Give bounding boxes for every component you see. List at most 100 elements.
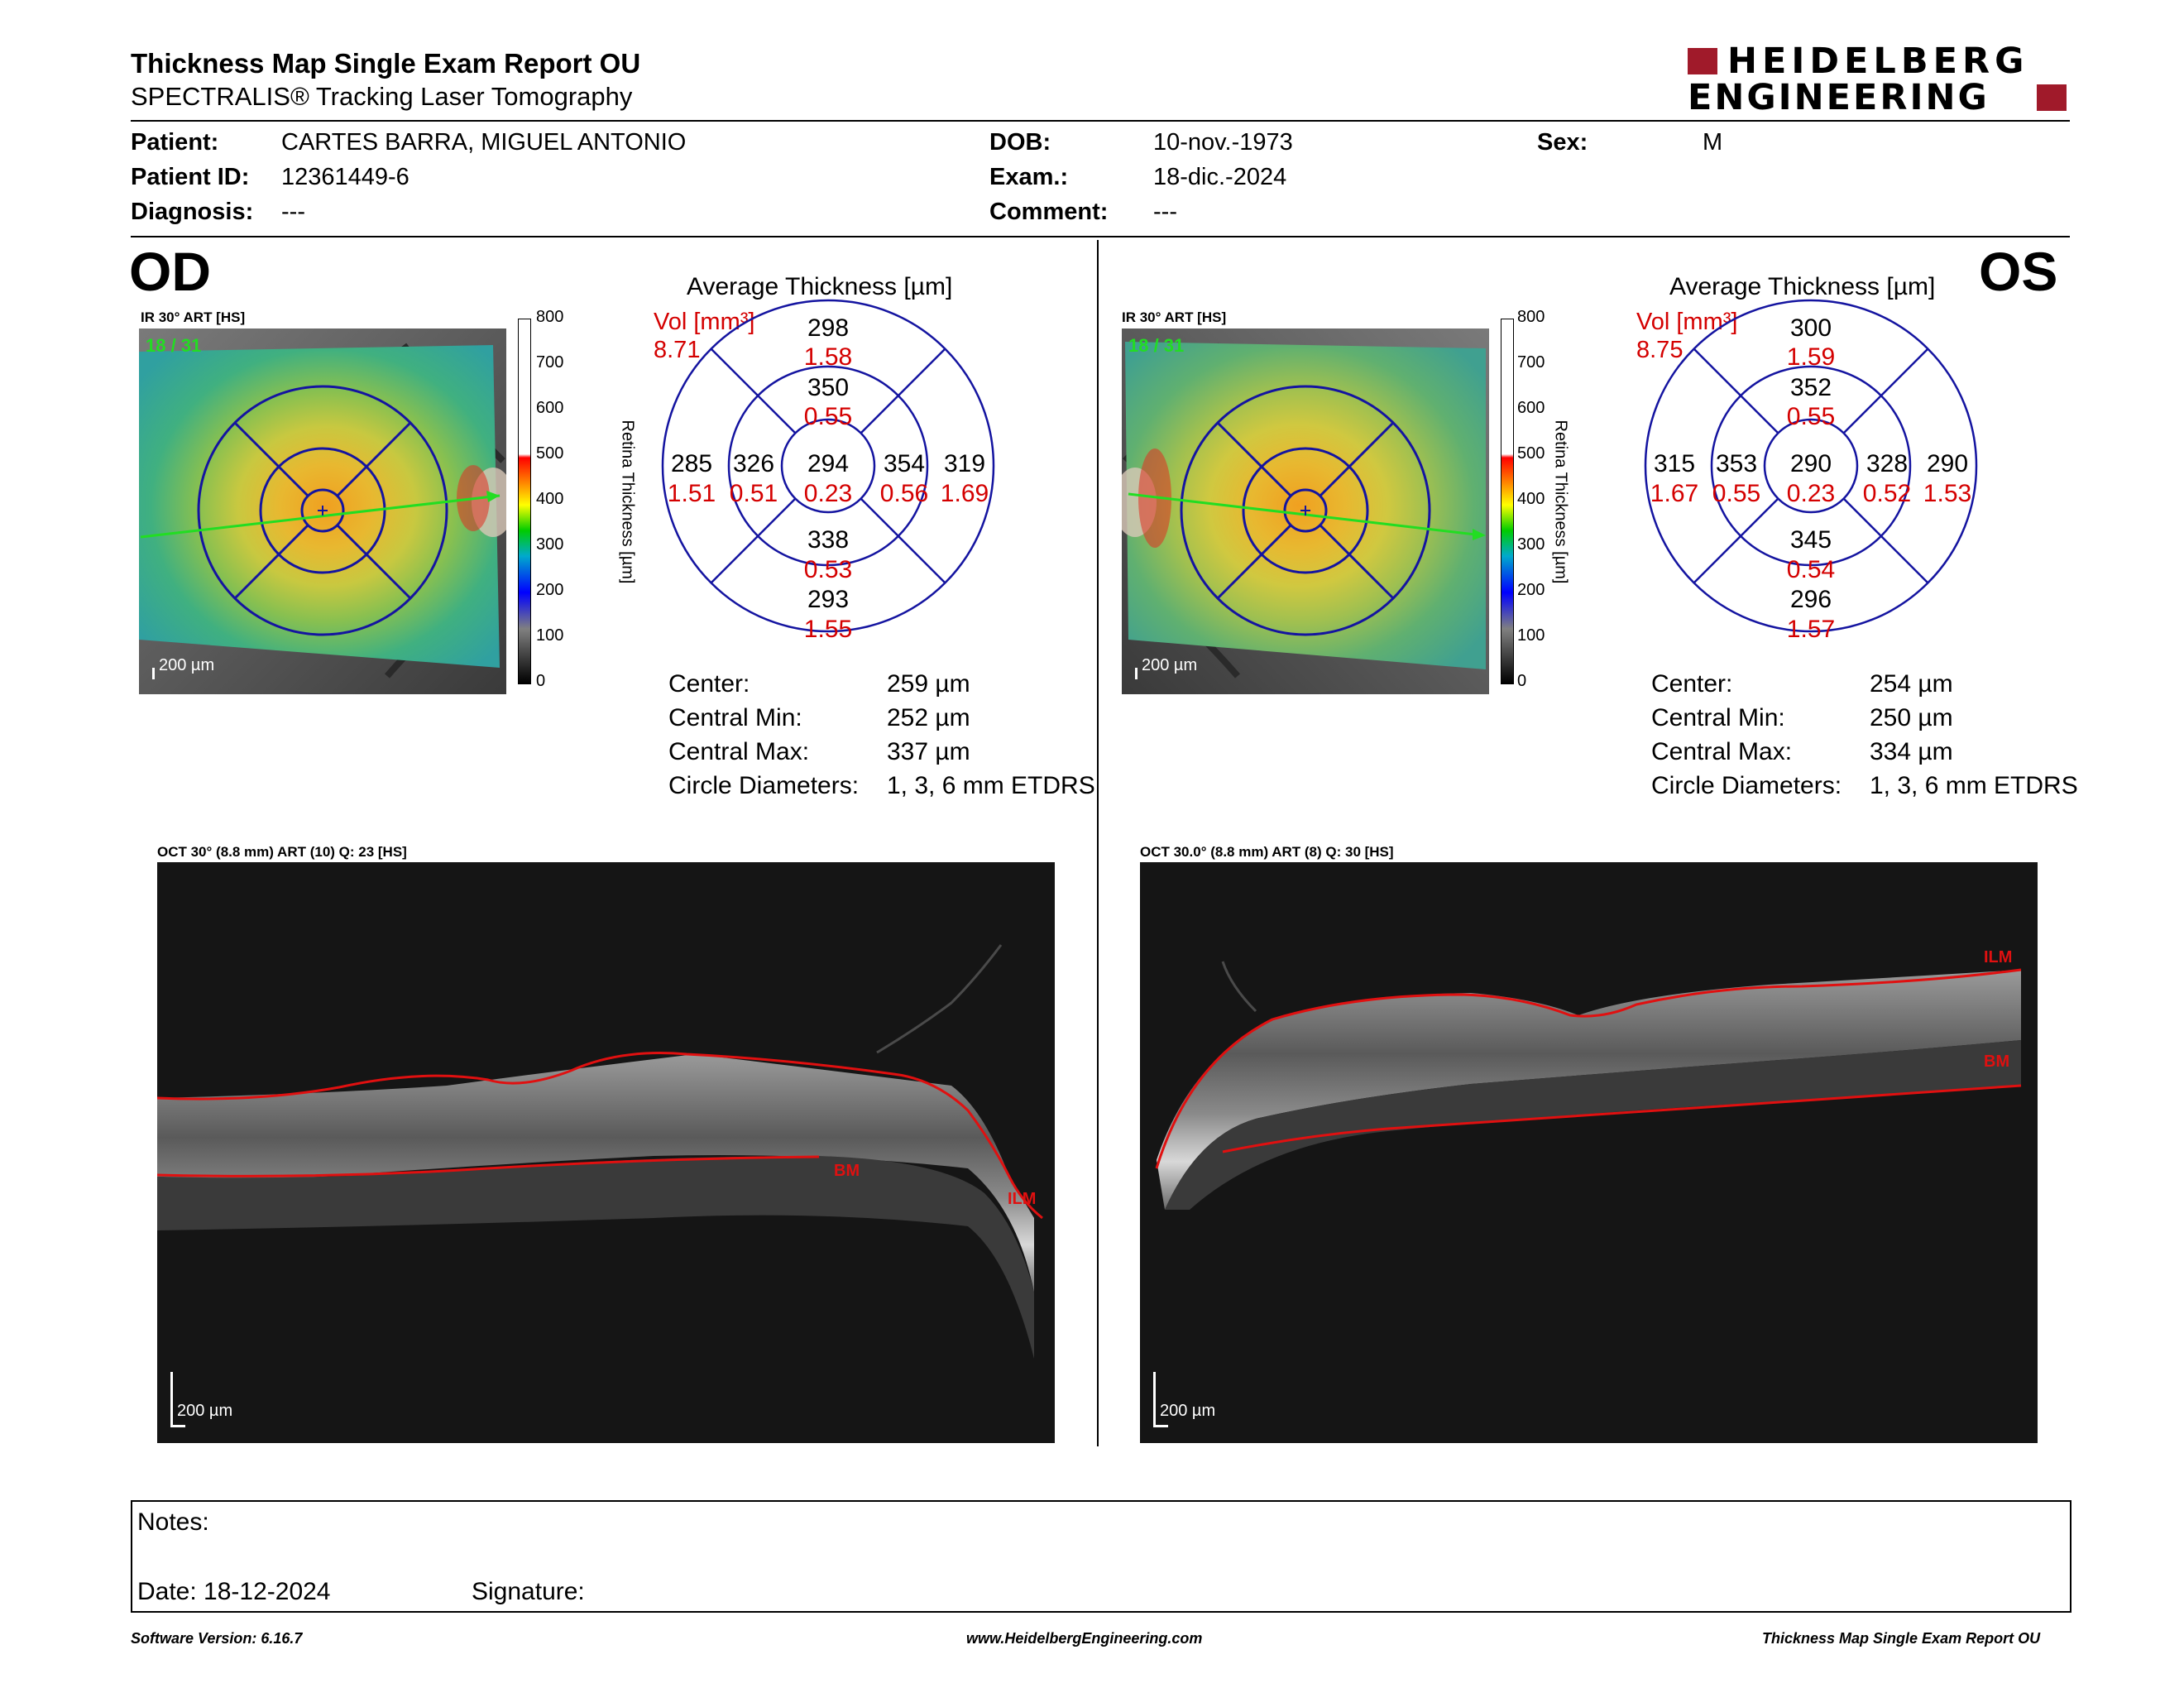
notes-box[interactable]: Notes: Date: 18-12-2024 Signature: xyxy=(131,1500,2071,1613)
od-tick: 300 xyxy=(536,535,564,554)
od-tick: 0 xyxy=(536,672,546,690)
od-colorbar-title: Retina Thickness [µm] xyxy=(618,420,637,584)
od-tick: 100 xyxy=(536,626,564,645)
od-inner-sup-thickness: 350 xyxy=(807,374,850,401)
od-inner-inf-thickness: 338 xyxy=(807,526,850,554)
od-average-title: Average Thickness [µm] xyxy=(687,273,953,300)
dob-value: 10-nov.-1973 xyxy=(1153,129,1293,156)
os-center-volume: 0.23 xyxy=(1786,480,1836,507)
os-center-value: 254 µm xyxy=(1870,670,1953,698)
os-tick: 800 xyxy=(1517,308,1545,326)
os-ir-scale: 200 µm xyxy=(1142,656,1198,674)
sex-label: Sex: xyxy=(1537,129,1588,156)
od-oct-bscan: BM ILM 200 µm xyxy=(157,862,1055,1443)
od-tick: 500 xyxy=(536,444,564,463)
os-inner-left-volume: 0.55 xyxy=(1712,480,1761,507)
os-tick: 100 xyxy=(1517,626,1545,645)
od-outer-sup-thickness: 298 xyxy=(807,314,850,342)
os-vol-label: Vol [mm³] xyxy=(1636,309,1738,335)
od-inner-right-volume: 0.56 xyxy=(879,480,929,507)
od-oct-scale-bar-icon xyxy=(170,1372,173,1427)
od-diam-label: Circle Diameters: xyxy=(668,772,860,799)
eye-divider xyxy=(1097,240,1099,1446)
os-vol-value: 8.75 xyxy=(1636,337,1684,363)
os-diam-label: Circle Diameters: xyxy=(1651,772,1842,799)
od-vol-value: 8.71 xyxy=(654,337,701,363)
os-etdrs-grid: 300 1.59 352 0.55 290 0.23 345 0.54 296 … xyxy=(1643,298,1979,643)
os-ir-label: IR 30° ART [HS] xyxy=(1122,309,1227,325)
od-ir-overlay: 18 / 31 xyxy=(146,335,202,356)
od-oct-label: OCT 30° (8.8 mm) ART (10) Q: 23 [HS] xyxy=(157,844,407,860)
od-outer-inf-thickness: 293 xyxy=(807,586,850,613)
os-oct-scale-bar-base-icon xyxy=(1153,1425,1168,1427)
diagnosis-label: Diagnosis: xyxy=(131,199,254,225)
heidelberg-logo: HEIDELBERG ENGINEERING xyxy=(1688,43,2068,117)
od-max-value: 337 µm xyxy=(887,738,970,765)
od-tick: 400 xyxy=(536,490,564,508)
od-oct-scale-bar-base-icon xyxy=(170,1425,185,1427)
od-outer-right-volume: 1.69 xyxy=(940,480,989,507)
os-max-value: 334 µm xyxy=(1870,738,1953,765)
patient-divider xyxy=(131,236,2070,237)
od-ir-label: IR 30° ART [HS] xyxy=(141,309,246,325)
od-tick: 800 xyxy=(536,308,564,326)
os-colorbar-title: Retina Thickness [µm] xyxy=(1551,420,1570,584)
od-outer-inf-volume: 1.55 xyxy=(803,616,853,643)
report-subtitle: SPECTRALIS® Tracking Laser Tomography xyxy=(131,82,633,111)
od-colorbar xyxy=(518,319,531,684)
os-inner-right-volume: 0.52 xyxy=(1862,480,1912,507)
notes-date: Date: 18-12-2024 xyxy=(137,1578,331,1605)
os-inner-right-thickness: 328 xyxy=(1866,450,1909,477)
od-inner-right-thickness: 354 xyxy=(883,450,926,477)
od-inner-left-volume: 0.51 xyxy=(729,480,778,507)
footer-website[interactable]: www.HeidelbergEngineering.com xyxy=(966,1630,1203,1647)
notes-label: Notes: xyxy=(137,1508,209,1536)
os-oct-label: OCT 30.0° (8.8 mm) ART (8) Q: 30 [HS] xyxy=(1140,844,1394,860)
od-min-value: 252 µm xyxy=(887,704,970,731)
eye-label-od: OD xyxy=(129,241,211,302)
os-thickness-map: 18 / 31 200 µm xyxy=(1114,328,1489,694)
od-tick: 600 xyxy=(536,399,564,417)
logo-square-bottom-icon xyxy=(2037,84,2067,111)
od-diam-value: 1, 3, 6 mm ETDRS xyxy=(887,772,1095,799)
os-oct-bscan: ILM BM 200 µm xyxy=(1140,862,2038,1443)
os-outer-sup-thickness: 300 xyxy=(1789,314,1832,342)
dob-label: DOB: xyxy=(989,129,1051,156)
patient-id-label: Patient ID: xyxy=(131,164,250,190)
comment-label: Comment: xyxy=(989,199,1109,225)
comment-value: --- xyxy=(1153,199,1177,225)
od-oct-scale: 200 µm xyxy=(177,1402,233,1420)
os-outer-sup-volume: 1.59 xyxy=(1786,343,1836,371)
os-center-label: Center: xyxy=(1651,670,1733,698)
os-tick: 200 xyxy=(1517,581,1545,599)
exam-value: 18-dic.-2024 xyxy=(1153,164,1287,190)
os-tick: 500 xyxy=(1517,444,1545,463)
exam-label: Exam.: xyxy=(989,164,1069,190)
os-average-title: Average Thickness [µm] xyxy=(1669,273,1936,300)
os-inner-inf-thickness: 345 xyxy=(1789,526,1832,554)
os-inner-sup-thickness: 352 xyxy=(1789,374,1832,401)
os-min-label: Central Min: xyxy=(1651,704,1785,731)
os-colorbar xyxy=(1501,319,1514,684)
os-outer-right-volume: 1.53 xyxy=(1923,480,1972,507)
os-outer-inf-thickness: 296 xyxy=(1789,586,1832,613)
od-center-value: 259 µm xyxy=(887,670,970,698)
od-thickness-map: 18 / 31 200 µm xyxy=(139,328,515,694)
patient-name: CARTES BARRA, MIGUEL ANTONIO xyxy=(281,129,687,156)
od-inner-left-thickness: 326 xyxy=(732,450,775,477)
footer-software-version: Software Version: 6.16.7 xyxy=(131,1630,303,1647)
report-title: Thickness Map Single Exam Report OU xyxy=(131,48,641,79)
od-outer-left-thickness: 285 xyxy=(670,450,713,477)
os-outer-left-volume: 1.67 xyxy=(1650,480,1699,507)
os-ir-overlay: 18 / 31 xyxy=(1128,335,1185,356)
od-layer-bm-label: BM xyxy=(834,1162,860,1180)
od-inner-sup-volume: 0.55 xyxy=(803,403,853,430)
os-outer-inf-volume: 1.57 xyxy=(1786,616,1836,643)
od-inner-inf-volume: 0.53 xyxy=(803,556,853,583)
od-ir-scale-bar-icon xyxy=(152,668,155,679)
od-max-label: Central Max: xyxy=(668,738,810,765)
logo-text-bottom: ENGINEERING xyxy=(1688,77,1990,118)
os-min-value: 250 µm xyxy=(1870,704,1953,731)
eye-label-os: OS xyxy=(1979,241,2058,302)
header-divider xyxy=(131,120,2070,122)
